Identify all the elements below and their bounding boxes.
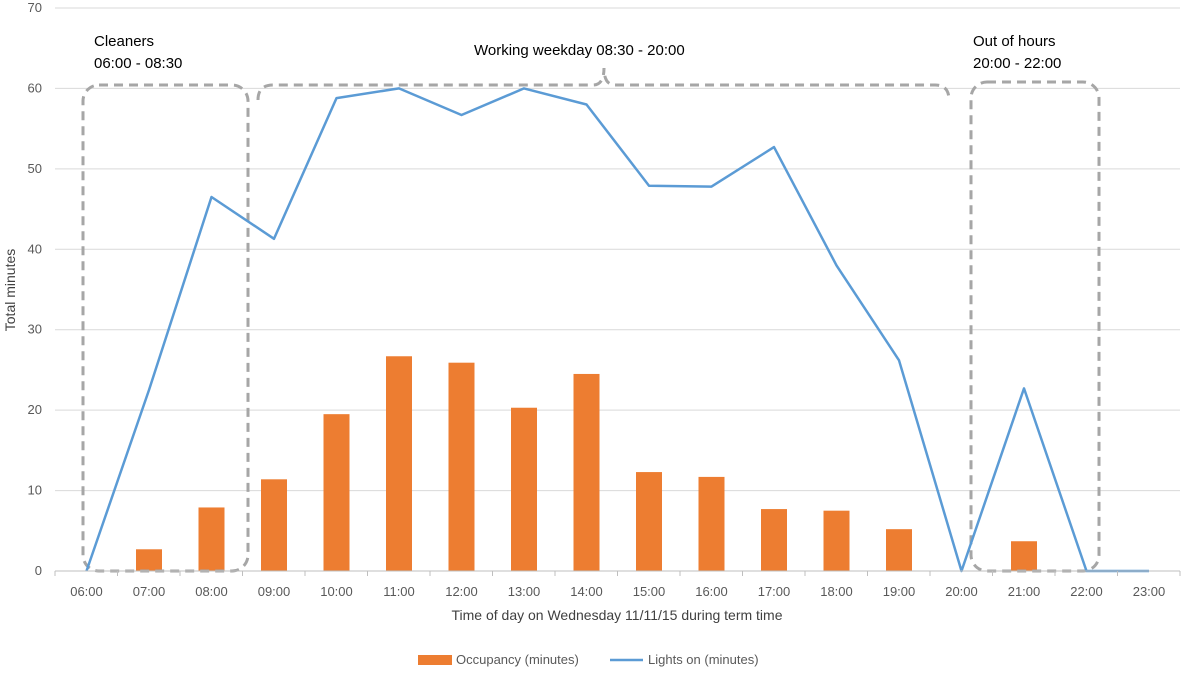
lights-on-line (85, 87, 1149, 573)
occupancy-bar (198, 507, 225, 571)
cleaners-bracket (81, 83, 250, 573)
working-weekday-label: Working weekday 08:30 - 20:00 (474, 42, 685, 59)
occupancy-bar (573, 373, 600, 571)
legend: Occupancy (minutes) Lights on (minutes) (418, 652, 759, 667)
occupancy-bar (323, 414, 350, 571)
x-tick-label: 14:00 (570, 584, 603, 599)
occupancy-bars (136, 356, 1037, 571)
x-tick-label: 09:00 (258, 584, 291, 599)
occupancy-bar (386, 356, 412, 571)
axes: 0 10 20 30 40 50 60 70 06:00 07:00 08:00 09:00 10:00… (28, 0, 1181, 599)
cleaners-time-label: 06:00 - 08:30 (94, 55, 182, 72)
region-labels: Cleaners 06:00 - 08:30 Working weekday 0… (94, 33, 1061, 72)
y-tick-label: 70 (28, 0, 42, 15)
y-tick-label: 50 (28, 161, 42, 176)
x-tick-label: 10:00 (320, 584, 353, 599)
gridlines (55, 7, 1180, 492)
x-tick-label: 06:00 (70, 584, 103, 599)
occupancy-bar (761, 509, 787, 571)
x-tick-label: 22:00 (1070, 584, 1103, 599)
working-weekday-bracket (256, 67, 951, 101)
occupancy-bar (136, 549, 162, 571)
occupancy-bar (261, 479, 287, 571)
x-tick-label: 11:00 (383, 584, 415, 599)
out-of-hours-label: Out of hours (973, 33, 1056, 50)
x-tick-label: 19:00 (883, 584, 916, 599)
occupancy-bar (886, 529, 912, 571)
occupancy-bar (823, 510, 850, 571)
occupancy-bar (698, 476, 725, 571)
occupancy-bar (1011, 541, 1037, 571)
out-of-hours-bracket (969, 80, 1101, 573)
y-axis-title: Total minutes (2, 249, 18, 331)
occupancy-bar (636, 472, 662, 571)
y-tick-label: 0 (35, 563, 42, 578)
x-tick-label: 23:00 (1133, 584, 1166, 599)
legend-label-occupancy: Occupancy (minutes) (456, 652, 579, 667)
x-axis-title: Time of day on Wednesday 11/11/15 during… (452, 607, 783, 623)
x-tick-label: 15:00 (633, 584, 666, 599)
out-of-hours-time-label: 20:00 - 22:00 (973, 55, 1061, 72)
x-tick-label: 08:00 (195, 584, 228, 599)
x-tick-label: 07:00 (133, 584, 166, 599)
legend-label-lights: Lights on (minutes) (648, 652, 759, 667)
x-tick-label: 20:00 (945, 584, 978, 599)
occupancy-bar (511, 407, 537, 571)
x-tick-label: 18:00 (820, 584, 853, 599)
x-tick-label: 21:00 (1008, 584, 1041, 599)
y-tick-label: 60 (28, 80, 42, 95)
y-tick-label: 10 (28, 483, 42, 498)
x-tick-label: 13:00 (508, 584, 541, 599)
y-tick-label: 20 (28, 402, 42, 417)
y-tick-label: 30 (28, 322, 42, 337)
cleaners-label: Cleaners (94, 33, 154, 50)
lights-on-series-line (85, 87, 1149, 573)
occupancy-bar (448, 362, 475, 571)
x-tick-label: 12:00 (445, 584, 478, 599)
legend-swatch-occupancy (418, 655, 452, 665)
y-tick-label: 40 (28, 241, 42, 256)
x-tick-label: 17:00 (758, 584, 791, 599)
x-tick-label: 16:00 (695, 584, 728, 599)
